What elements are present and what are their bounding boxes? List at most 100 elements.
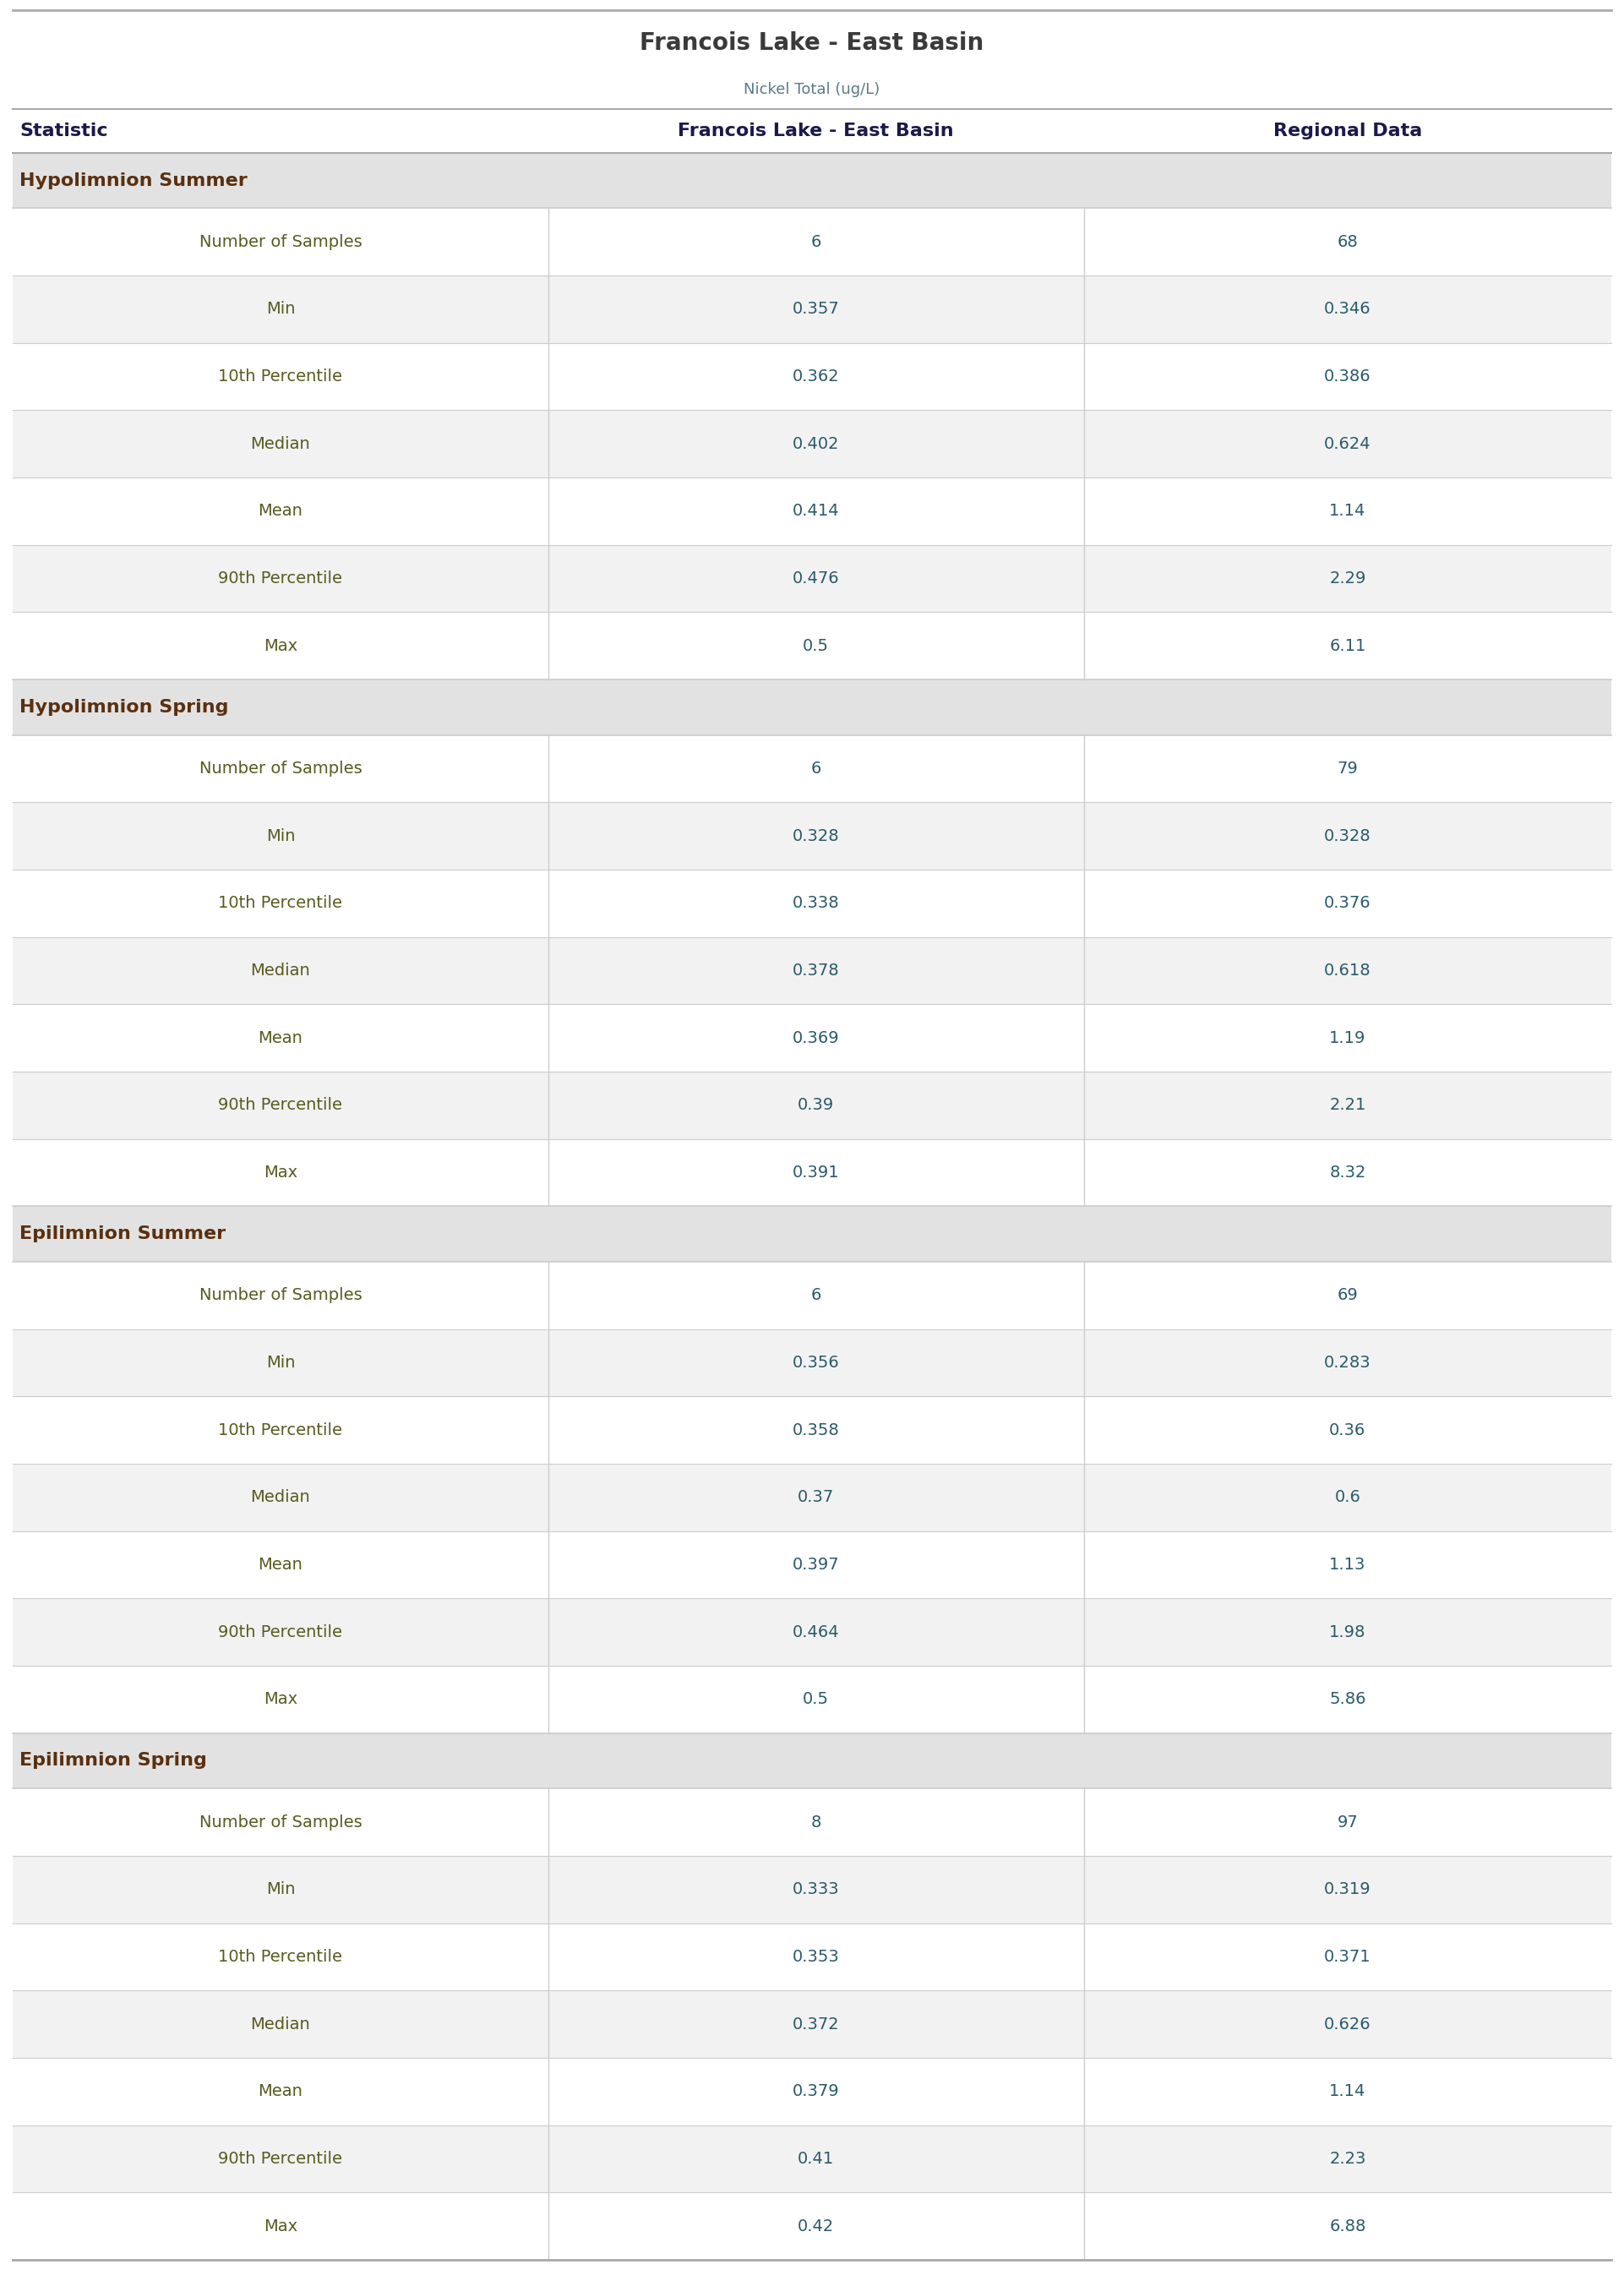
Bar: [13, 801, 1611, 869]
Text: 0.376: 0.376: [1324, 894, 1371, 910]
Text: Mean: Mean: [258, 2084, 302, 2100]
Text: Nickel Total (ug/L): Nickel Total (ug/L): [744, 82, 880, 98]
Text: 0.379: 0.379: [793, 2084, 840, 2100]
Text: 90th Percentile: 90th Percentile: [218, 2152, 343, 2168]
Text: 0.464: 0.464: [793, 1623, 840, 1641]
Text: 8: 8: [810, 1814, 822, 1830]
Text: Hypolimnion Spring: Hypolimnion Spring: [19, 699, 229, 715]
Bar: [13, 1991, 1611, 2059]
Text: 0.414: 0.414: [793, 504, 840, 520]
Text: 0.39: 0.39: [797, 1096, 835, 1112]
Bar: [13, 613, 1611, 679]
Text: 0.624: 0.624: [1324, 436, 1371, 452]
Bar: [13, 209, 1611, 275]
Text: Max: Max: [263, 1165, 297, 1180]
Text: 0.378: 0.378: [793, 962, 840, 978]
Bar: [13, 735, 1611, 801]
Text: 0.372: 0.372: [793, 2016, 840, 2032]
Text: 10th Percentile: 10th Percentile: [218, 368, 343, 384]
Text: Min: Min: [266, 302, 296, 318]
Text: Min: Min: [266, 1882, 296, 1898]
Text: 0.369: 0.369: [793, 1031, 840, 1046]
Text: 2.21: 2.21: [1328, 1096, 1366, 1112]
Text: Median: Median: [250, 962, 310, 978]
Bar: [13, 2125, 1611, 2193]
Text: 0.283: 0.283: [1324, 1355, 1371, 1371]
Bar: [13, 679, 1611, 735]
Bar: [13, 1396, 1611, 1464]
Text: 2.29: 2.29: [1328, 570, 1366, 586]
Text: 6: 6: [810, 1287, 822, 1303]
Text: 6: 6: [810, 760, 822, 776]
Text: 1.13: 1.13: [1328, 1557, 1366, 1573]
Bar: [13, 1071, 1611, 1140]
Text: 1.14: 1.14: [1328, 504, 1366, 520]
Text: 0.333: 0.333: [793, 1882, 840, 1898]
Text: 0.618: 0.618: [1324, 962, 1371, 978]
Text: 90th Percentile: 90th Percentile: [218, 1623, 343, 1641]
Text: 0.357: 0.357: [793, 302, 840, 318]
Text: 0.397: 0.397: [793, 1557, 840, 1573]
Bar: [13, 1140, 1611, 1205]
Text: 10th Percentile: 10th Percentile: [218, 1421, 343, 1439]
Text: 5.86: 5.86: [1328, 1691, 1366, 1707]
Text: 6: 6: [810, 234, 822, 250]
Text: 0.402: 0.402: [793, 436, 840, 452]
Text: Max: Max: [263, 638, 297, 654]
Bar: [13, 1003, 1611, 1071]
Bar: [13, 1530, 1611, 1598]
Text: 8.32: 8.32: [1328, 1165, 1366, 1180]
Text: 6.88: 6.88: [1328, 2218, 1366, 2234]
Text: 0.386: 0.386: [1324, 368, 1371, 384]
Text: 69: 69: [1337, 1287, 1358, 1303]
Bar: [13, 1205, 1611, 1262]
Text: 0.328: 0.328: [1324, 829, 1371, 844]
Text: Epilimnion Spring: Epilimnion Spring: [19, 1752, 206, 1768]
Text: 0.476: 0.476: [793, 570, 840, 586]
Bar: [13, 1789, 1611, 1857]
Text: Regional Data: Regional Data: [1273, 123, 1423, 138]
Text: 0.36: 0.36: [1330, 1421, 1366, 1439]
Text: Min: Min: [266, 1355, 296, 1371]
Bar: [13, 1328, 1611, 1396]
Bar: [13, 1262, 1611, 1328]
Text: Max: Max: [263, 2218, 297, 2234]
Text: Max: Max: [263, 1691, 297, 1707]
Bar: [13, 477, 1611, 545]
Text: Francois Lake - East Basin: Francois Lake - East Basin: [640, 32, 984, 54]
Text: 0.371: 0.371: [1324, 1950, 1371, 1966]
Text: 0.356: 0.356: [793, 1355, 840, 1371]
Bar: [13, 411, 1611, 477]
Text: Statistic: Statistic: [19, 123, 107, 138]
Text: 0.391: 0.391: [793, 1165, 840, 1180]
Text: 6.11: 6.11: [1328, 638, 1366, 654]
Text: Number of Samples: Number of Samples: [200, 1814, 362, 1830]
Text: 1.98: 1.98: [1328, 1623, 1366, 1641]
Text: 0.362: 0.362: [793, 368, 840, 384]
Bar: [13, 938, 1611, 1003]
Text: 68: 68: [1337, 234, 1358, 250]
Bar: [13, 2193, 1611, 2261]
Text: 0.328: 0.328: [793, 829, 840, 844]
Text: Median: Median: [250, 2016, 310, 2032]
Text: Mean: Mean: [258, 504, 302, 520]
Text: Epilimnion Summer: Epilimnion Summer: [19, 1226, 226, 1242]
Text: Median: Median: [250, 436, 310, 452]
Text: Mean: Mean: [258, 1031, 302, 1046]
Text: 2.23: 2.23: [1328, 2152, 1366, 2168]
Text: 0.319: 0.319: [1324, 1882, 1371, 1898]
Text: 97: 97: [1337, 1814, 1358, 1830]
Text: Francois Lake - East Basin: Francois Lake - East Basin: [677, 123, 953, 138]
Text: 0.346: 0.346: [1324, 302, 1371, 318]
Text: 0.353: 0.353: [793, 1950, 840, 1966]
Text: 10th Percentile: 10th Percentile: [218, 894, 343, 910]
Text: 0.5: 0.5: [802, 638, 830, 654]
Text: 0.338: 0.338: [793, 894, 840, 910]
Bar: [13, 1598, 1611, 1666]
Text: 0.41: 0.41: [797, 2152, 835, 2168]
Text: 0.37: 0.37: [797, 1489, 835, 1505]
Bar: [13, 1464, 1611, 1530]
Text: Number of Samples: Number of Samples: [200, 1287, 362, 1303]
Text: 10th Percentile: 10th Percentile: [218, 1950, 343, 1966]
Bar: [13, 1923, 1611, 1991]
